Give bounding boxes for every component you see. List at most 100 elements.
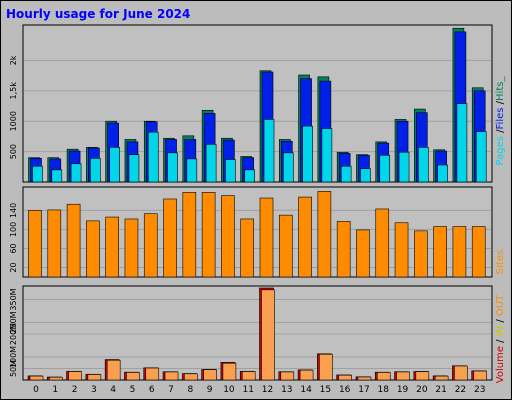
hour-label: 11: [242, 385, 253, 395]
legend-pages-files-hits-part: /: [495, 129, 506, 136]
sites-bar: [143, 213, 158, 278]
legend-pages-files-hits-part: Files: [495, 108, 506, 130]
volume-in-bar: [48, 376, 63, 381]
sites-bar: [298, 196, 312, 278]
pages-bar: [32, 165, 43, 183]
sites-bar: [471, 226, 486, 278]
hour-label: 20: [416, 385, 428, 395]
sites-bar: [317, 191, 332, 278]
y-tick-label: 50M: [9, 360, 18, 377]
pages-bar: [475, 131, 487, 183]
legend-pages-files-hits-part: Pages: [495, 136, 506, 165]
y-tick-label: 100: [9, 222, 18, 237]
legend-volume-in-out-part: IN: [495, 326, 506, 336]
sites-bar: [105, 216, 119, 278]
volume-in-bar: [29, 375, 44, 381]
pages-bar: [109, 147, 120, 183]
pages-bar: [340, 165, 352, 183]
pages-bar: [360, 168, 371, 183]
hour-label: 23: [474, 385, 485, 395]
pages-bar: [302, 125, 313, 183]
volume-in-bar: [87, 374, 102, 381]
legend-pages-files-hits-part: Hits_: [495, 76, 506, 101]
hour-label: 9: [207, 385, 213, 395]
volume-in-bar: [473, 370, 488, 381]
legend-pages-files-hits: Pages /Files /Hits_: [495, 76, 506, 166]
plot-area-volume: [22, 285, 493, 381]
volume-in-bar: [415, 371, 430, 381]
legend-sites: Sites: [495, 250, 506, 274]
sites-bar: [336, 221, 351, 278]
volume-in-bar: [106, 359, 121, 381]
hour-label: 1: [52, 385, 58, 395]
pages-bar: [90, 157, 101, 183]
sites-bar: [414, 230, 428, 278]
pages-bar: [282, 152, 294, 183]
pages-bar: [244, 169, 256, 183]
plot-area-sites: [22, 186, 493, 278]
volume-in-bar: [68, 371, 82, 381]
pages-bar: [437, 164, 448, 183]
hour-label: 8: [187, 385, 193, 395]
hour-label: 21: [435, 385, 446, 395]
sites-bar: [433, 226, 447, 278]
legend-pages-files-hits-part: /: [495, 100, 506, 107]
volume-in-bar: [280, 371, 295, 381]
pages-bar: [456, 103, 468, 183]
sites-bar: [375, 208, 390, 278]
y-tick-label: 500: [9, 144, 18, 159]
sites-bar: [66, 203, 81, 278]
sites-bar: [201, 192, 216, 278]
y-tick-label: 1,5k: [9, 82, 18, 100]
volume-in-bar: [357, 376, 372, 381]
pages-bar: [263, 119, 275, 183]
sites-bar: [259, 197, 274, 278]
sites-bar: [86, 220, 100, 278]
sites-bar: [240, 218, 255, 278]
sites-bar: [394, 222, 409, 278]
volume-in-bar: [241, 371, 256, 381]
legend-volume-in-out-part: /: [495, 316, 506, 326]
volume-in-bar: [434, 375, 449, 381]
hour-label: 6: [149, 385, 155, 395]
y-tick-label: 350M: [9, 288, 18, 310]
hour-label: 4: [110, 385, 116, 395]
chart-title: Hourly usage for June 2024: [6, 7, 191, 21]
sites-bar: [124, 218, 139, 278]
hour-label: 19: [397, 385, 409, 395]
sites-bar: [47, 209, 62, 278]
hour-label: 13: [281, 385, 292, 395]
hour-label: 0: [33, 385, 39, 395]
sites-bar: [356, 229, 370, 278]
volume-in-bar: [222, 362, 237, 381]
sites-bar: [452, 226, 467, 278]
pages-bar: [398, 151, 410, 183]
sites-bar: [163, 198, 177, 278]
sites-bar: [182, 192, 197, 278]
pages-bar: [321, 128, 333, 183]
legend-volume-in-out-part: OUT: [495, 294, 506, 316]
hour-label: 16: [339, 385, 351, 395]
y-tick-label: 1000: [9, 111, 18, 131]
pages-bar: [128, 154, 140, 183]
y-tick-label: 20: [9, 262, 18, 272]
pages-bar: [147, 131, 159, 183]
pages-bar: [167, 152, 178, 183]
sites-bar: [28, 210, 42, 278]
hour-label: 12: [262, 385, 273, 395]
y-tick-label: 200M: [9, 323, 18, 345]
hour-label: 14: [300, 385, 312, 395]
y-tick-label: 140: [9, 203, 18, 218]
hour-label: 22: [455, 385, 466, 395]
volume-in-bar: [164, 371, 179, 381]
volume-in-bar: [396, 371, 410, 381]
volume-in-bar: [261, 289, 275, 381]
hour-label: 7: [168, 385, 174, 395]
hour-label: 5: [130, 385, 136, 395]
hour-label: 17: [358, 385, 369, 395]
y-tick-label: 100M: [9, 346, 18, 368]
hour-label: 15: [320, 385, 331, 395]
volume-in-bar: [299, 369, 314, 381]
